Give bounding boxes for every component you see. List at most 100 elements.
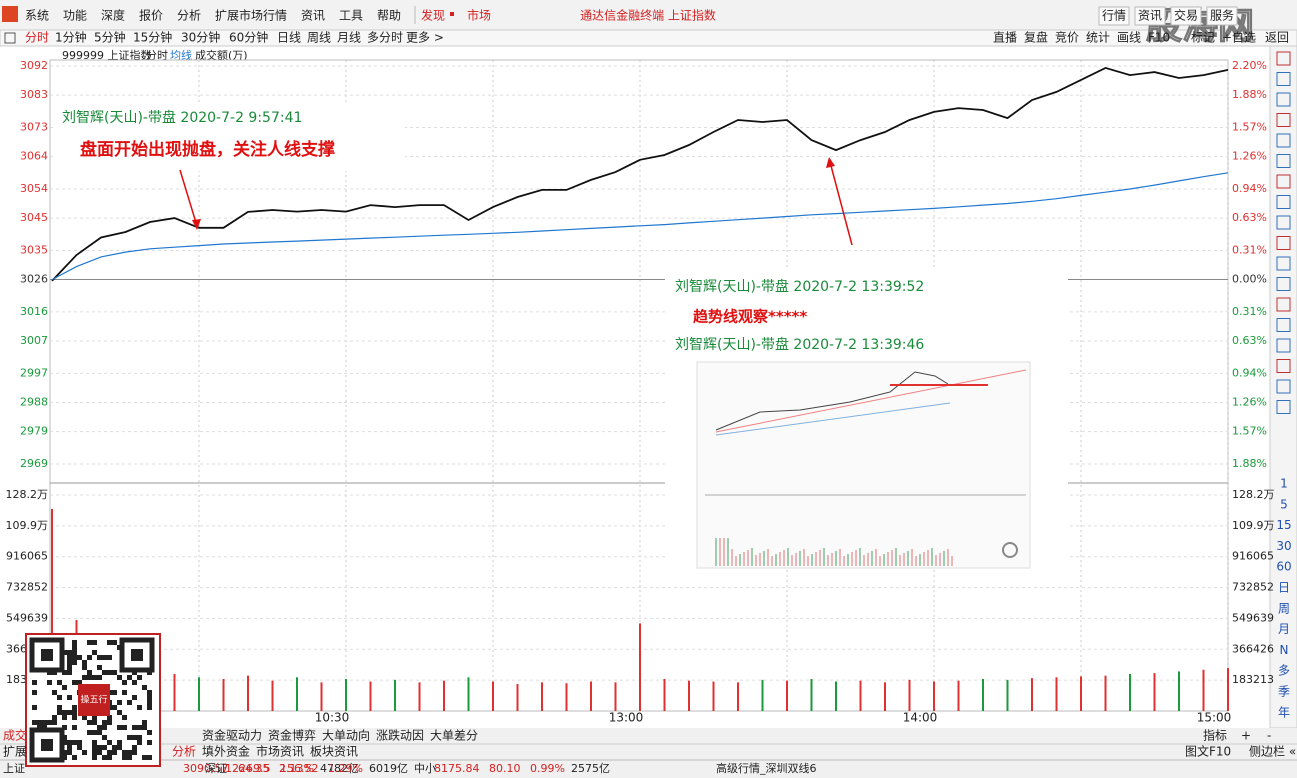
menu-item[interactable]: 功能 (63, 9, 87, 23)
period-tab[interactable]: 更多 > (406, 31, 444, 45)
sidebar-icon[interactable] (1276, 92, 1291, 107)
sidebar-period[interactable]: 1 (1280, 477, 1288, 491)
sidebar-period[interactable]: 多 (1278, 664, 1290, 678)
tab-right[interactable]: - (1267, 729, 1271, 743)
menu-item[interactable]: 扩展市场行情 (215, 8, 287, 23)
sidebar-icon[interactable] (1276, 359, 1291, 373)
tab[interactable]: 市场资讯 (256, 744, 304, 759)
toolbar-right-item[interactable]: 画线 (1117, 31, 1141, 45)
sidebar-period[interactable]: 月 (1278, 622, 1290, 636)
menu-right-item[interactable]: 资讯 (1138, 9, 1162, 23)
qr-cell (32, 705, 37, 710)
tab[interactable]: 涨跌动因 (376, 728, 424, 743)
toolbar-right-item[interactable]: 标记 (1191, 31, 1215, 45)
sidebar-period[interactable]: 季 (1278, 685, 1290, 699)
tab[interactable]: 大单差分 (430, 729, 478, 743)
sidebar-icon[interactable] (1276, 236, 1291, 250)
tab[interactable]: 成交 (3, 728, 27, 743)
menu-item[interactable]: 资讯 (301, 9, 325, 23)
tab-right[interactable]: 指标 (1203, 728, 1227, 743)
period-tab[interactable]: 月线 (337, 31, 361, 45)
qr-cell (72, 650, 77, 655)
volume-bar (614, 682, 617, 711)
sidebar-icon[interactable] (1276, 133, 1291, 148)
tab[interactable]: 资金博弈 (268, 728, 316, 743)
period-tab[interactable]: 1分钟 (55, 30, 87, 45)
period-tab[interactable]: 多分时 (367, 31, 403, 45)
arrow-head (826, 157, 835, 168)
sidebar-period[interactable]: 日 (1278, 581, 1290, 595)
sidebar-period[interactable]: 15 (1276, 518, 1291, 532)
toolbar-right-item[interactable]: F10 (1148, 31, 1170, 45)
tab-right[interactable]: + (1241, 729, 1251, 743)
menu-discover[interactable]: 发现 (421, 8, 445, 23)
sidebar-period[interactable]: 周 (1278, 601, 1290, 615)
sidebar-icon[interactable] (1276, 72, 1291, 86)
period-tab[interactable]: 周线 (307, 31, 331, 45)
sidebar-icon[interactable] (1276, 154, 1291, 168)
tab-right[interactable]: 侧边栏 « (1249, 744, 1296, 759)
qr-cell (142, 755, 147, 760)
menu-item[interactable]: 深度 (101, 8, 125, 23)
sidebar-icon[interactable] (1276, 195, 1291, 209)
sidebar-icon[interactable] (1276, 297, 1291, 312)
sidebar-period[interactable]: 60 (1276, 560, 1291, 574)
menu-item[interactable]: 工具 (339, 9, 363, 23)
toolbar-right-item[interactable]: 复盘 (1024, 30, 1048, 45)
sidebar-period[interactable]: 30 (1276, 539, 1291, 553)
period-tab[interactable]: 60分钟 (229, 30, 268, 45)
sidebar-icon[interactable] (1276, 215, 1291, 230)
period-tab[interactable]: 日线 (277, 31, 301, 45)
qr-cell (132, 750, 137, 755)
y-right-label: 0.31% (1232, 243, 1267, 256)
zoom-icon[interactable] (1002, 542, 1018, 558)
menu-right-item[interactable]: 服务 (1210, 8, 1234, 23)
toolbar-right-item[interactable]: 返回 (1265, 31, 1289, 45)
menu-item[interactable]: 帮助 (377, 9, 401, 23)
qr-cell (127, 675, 132, 680)
toolbar-right-item[interactable]: 竞价 (1055, 31, 1079, 45)
tab[interactable]: 扩展 (3, 745, 27, 759)
tab-right[interactable]: 图文F10 (1185, 744, 1231, 759)
volume-bar (345, 678, 347, 711)
menu-right-item[interactable]: 行情 (1102, 9, 1126, 23)
sidebar-icon[interactable] (1276, 400, 1291, 414)
period-tab[interactable]: 15分钟 (133, 30, 172, 45)
sidebar-period[interactable]: 年 (1278, 705, 1290, 719)
period-tab[interactable]: 30分钟 (181, 30, 220, 45)
volume-bar (1178, 671, 1180, 711)
menu-item[interactable]: 系统 (25, 9, 49, 23)
sidebar-icon[interactable] (1276, 277, 1291, 291)
tab[interactable]: 填外资金 (202, 744, 250, 759)
toolbar-right-item[interactable]: +自选 (1222, 31, 1256, 45)
period-tab[interactable]: 5分钟 (94, 30, 126, 45)
sidebar-period[interactable]: N (1280, 643, 1289, 657)
qr-cell (112, 750, 117, 755)
qr-cell (102, 735, 107, 740)
toolbar-right-item[interactable]: 直播 (993, 31, 1017, 45)
tab[interactable]: 板块资讯 (310, 745, 358, 759)
menu-market[interactable]: 市场 (467, 8, 491, 23)
sidebar-icon[interactable] (1276, 113, 1291, 127)
tab[interactable]: 分析 (172, 745, 196, 759)
sidebar-icon[interactable] (1276, 174, 1291, 189)
menu-item[interactable]: 报价 (139, 8, 163, 23)
tab[interactable]: 大单动向 (322, 728, 370, 743)
qr-cell (122, 715, 127, 720)
sidebar-icon[interactable] (1276, 379, 1291, 394)
y-right-label: 0.94% (1232, 182, 1267, 195)
period-tab[interactable]: 分时 (25, 31, 49, 45)
sidebar-icon[interactable] (1276, 338, 1291, 353)
menu-right-item[interactable]: 交易 (1174, 8, 1198, 23)
sidebar-icon[interactable] (1276, 51, 1291, 66)
tab[interactable]: 资金驱动力 (202, 728, 262, 743)
arrow (829, 161, 853, 246)
note-text: 趋势线观察***** (693, 308, 807, 326)
sidebar-icon[interactable] (1276, 318, 1291, 332)
sidebar-period[interactable]: 5 (1280, 497, 1288, 511)
toolbar-right-item[interactable]: 统计 (1086, 31, 1110, 45)
qr-finder (41, 739, 53, 751)
menu-item[interactable]: 分析 (177, 9, 201, 23)
sidebar-icon[interactable] (1276, 256, 1291, 271)
status-item: 2575亿 (571, 762, 610, 775)
